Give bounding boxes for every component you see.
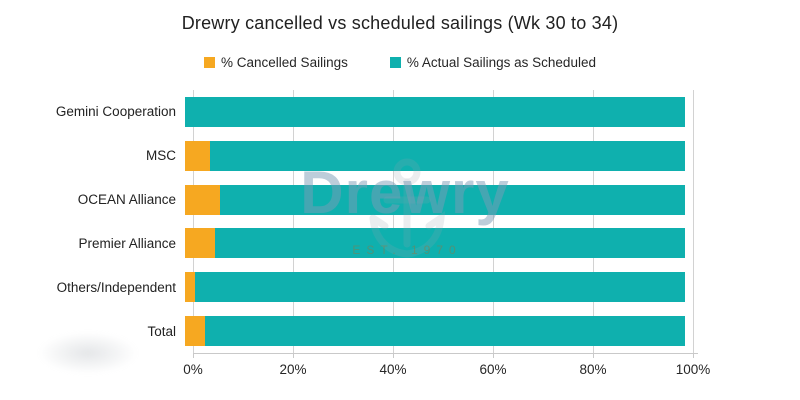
category-label: Total bbox=[147, 323, 176, 339]
bar-rows: Gemini Cooperation MSC OCEAN Alliance Premi… bbox=[0, 90, 693, 353]
x-axis-tick bbox=[293, 353, 294, 358]
x-tick-label: 20% bbox=[279, 362, 307, 377]
x-tick-labels: 0% 20% 40% 60% 80% 100% bbox=[183, 362, 710, 382]
legend-item-scheduled: % Actual Sailings as Scheduled bbox=[389, 55, 596, 70]
category-label: Others/Independent bbox=[56, 279, 176, 295]
chart-title: Drewry cancelled vs scheduled sailings (… bbox=[181, 13, 619, 33]
x-tick-label: 0% bbox=[183, 362, 203, 377]
x-axis-tick bbox=[693, 353, 694, 358]
bar-segment-scheduled bbox=[215, 228, 685, 259]
bar-row: Others/Independent bbox=[0, 265, 693, 309]
category-label: Premier Alliance bbox=[78, 235, 176, 251]
drewry-watermark-subtext: EST. 1970 bbox=[352, 243, 462, 257]
bar-segment-scheduled bbox=[195, 272, 685, 303]
bar-segment-cancelled bbox=[185, 228, 215, 259]
bar-segment-cancelled bbox=[185, 184, 220, 215]
bar-track bbox=[185, 316, 685, 347]
bar-segment-scheduled bbox=[220, 184, 685, 215]
bar-row: Gemini Cooperation bbox=[0, 90, 693, 134]
gridline bbox=[393, 90, 394, 353]
legend-swatch-scheduled bbox=[389, 57, 401, 68]
bar-track bbox=[185, 184, 685, 215]
gridline bbox=[493, 90, 494, 353]
x-axis-tick bbox=[593, 353, 594, 358]
category-label: Gemini Cooperation bbox=[55, 104, 176, 120]
legend-label-cancelled: % Cancelled Sailings bbox=[221, 55, 348, 70]
bar-segment-scheduled bbox=[210, 140, 685, 171]
legend-label-scheduled: % Actual Sailings as Scheduled bbox=[406, 55, 596, 70]
bar-segment-cancelled bbox=[185, 272, 195, 303]
plot-area: Gemini Cooperation MSC OCEAN Alliance Premi… bbox=[56, 90, 710, 377]
bar-segment-cancelled bbox=[185, 316, 205, 347]
bar-track bbox=[185, 96, 685, 127]
category-label: OCEAN Alliance bbox=[77, 192, 176, 208]
gridline bbox=[693, 90, 694, 353]
gridline bbox=[593, 90, 594, 353]
bar-track bbox=[185, 228, 685, 259]
x-tick-label: 80% bbox=[579, 362, 607, 377]
x-tick-label: 40% bbox=[379, 362, 407, 377]
bar-row: Premier Alliance bbox=[0, 221, 693, 265]
x-axis-tick bbox=[393, 353, 394, 358]
drewry-watermark-text: Drewry bbox=[300, 159, 510, 226]
legend-swatch-cancelled bbox=[204, 57, 216, 68]
bar-segment-scheduled bbox=[185, 96, 685, 127]
x-tick-label: 100% bbox=[675, 362, 711, 377]
anchor-watermark-icon bbox=[363, 156, 451, 265]
x-axis-line bbox=[193, 353, 698, 354]
faint-watermark-smudge bbox=[38, 332, 138, 374]
x-tick-label: 60% bbox=[479, 362, 507, 377]
category-label: MSC bbox=[146, 148, 176, 164]
legend: % Cancelled Sailings % Actual Sailings a… bbox=[0, 55, 800, 70]
bar-row: OCEAN Alliance bbox=[0, 178, 693, 222]
bar-row: Total bbox=[0, 309, 693, 353]
gridline bbox=[193, 90, 194, 353]
gridline bbox=[293, 90, 294, 353]
bar-row: MSC bbox=[0, 134, 693, 178]
bar-track bbox=[185, 140, 685, 171]
x-axis-tick bbox=[493, 353, 494, 358]
bar-segment-scheduled bbox=[205, 316, 685, 347]
bar-segment-cancelled bbox=[185, 140, 210, 171]
bar-track bbox=[185, 272, 685, 303]
x-axis-tick bbox=[193, 353, 194, 358]
legend-item-cancelled: % Cancelled Sailings bbox=[204, 55, 348, 70]
